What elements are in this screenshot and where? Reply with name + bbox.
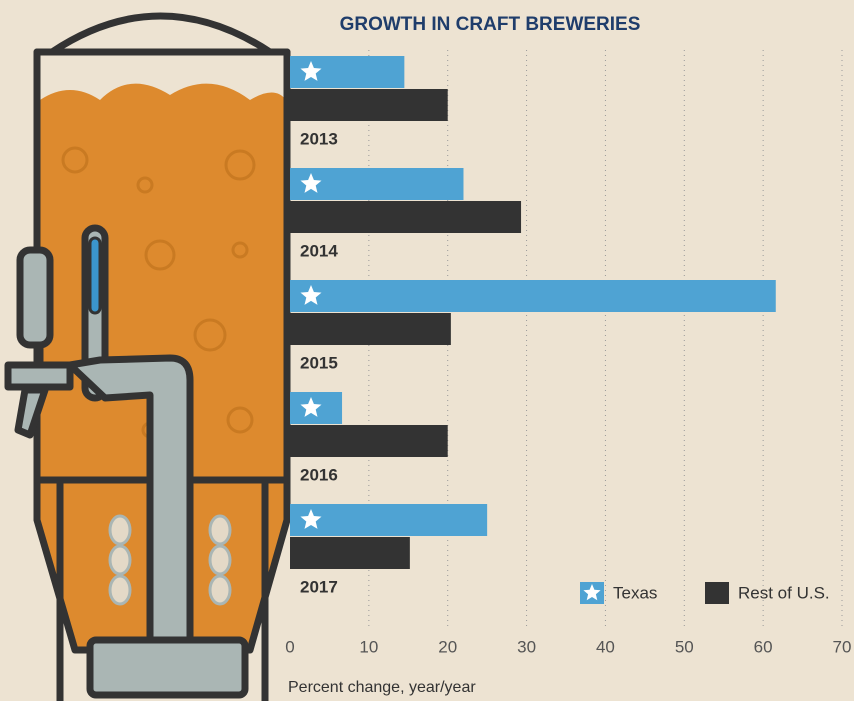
bar <box>290 201 521 233</box>
x-axis-label: Percent change, year/year <box>288 679 476 696</box>
category-label: 2017 <box>300 577 338 596</box>
bar <box>290 537 410 569</box>
x-tick-label: 40 <box>596 637 615 656</box>
x-tick-label: 10 <box>359 637 378 656</box>
category-label: 2015 <box>300 353 338 372</box>
legend-swatch <box>705 582 729 604</box>
x-tick-label: 30 <box>517 637 536 656</box>
x-tick-label: 60 <box>754 637 773 656</box>
legend-label: Texas <box>613 583 657 602</box>
chart-title: GROWTH IN CRAFT BREWERIES <box>340 14 641 35</box>
bar <box>290 313 451 345</box>
bar <box>290 504 487 536</box>
category-label: 2014 <box>300 241 338 260</box>
x-tick-label: 0 <box>285 637 294 656</box>
x-tick-label: 50 <box>675 637 694 656</box>
chart: GROWTH IN CRAFT BREWERIES Percent change… <box>0 0 854 701</box>
x-tick-label: 20 <box>438 637 457 656</box>
bar <box>290 89 448 121</box>
illustration <box>8 16 287 701</box>
legend-label: Rest of U.S. <box>738 583 830 602</box>
category-label: 2013 <box>300 129 338 148</box>
category-label: 2016 <box>300 465 338 484</box>
x-tick-label: 70 <box>833 637 852 656</box>
bar <box>290 425 448 457</box>
bar <box>290 280 776 312</box>
